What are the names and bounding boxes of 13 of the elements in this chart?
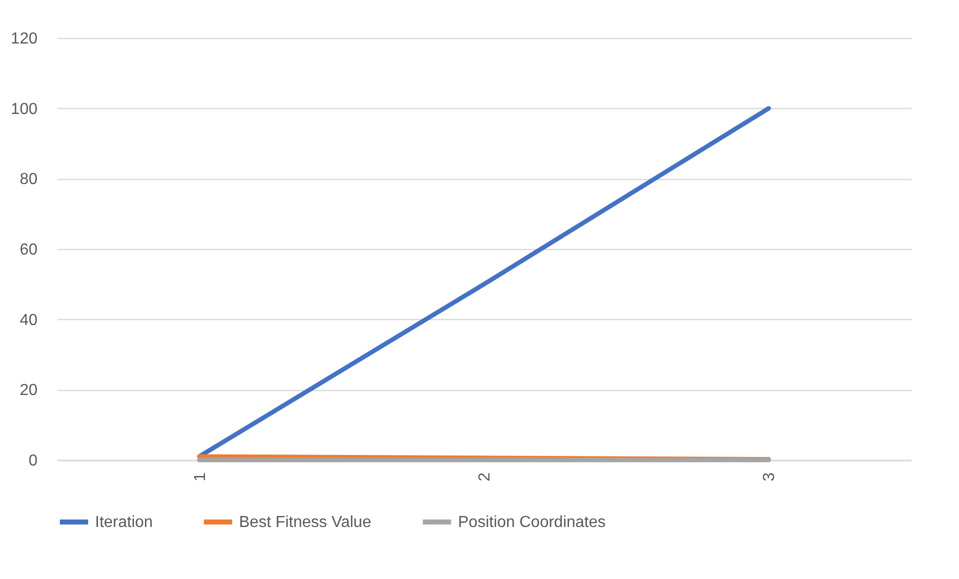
legend-label: Iteration <box>95 514 153 531</box>
legend-label: Best Fitness Value <box>239 514 372 531</box>
y-tick-label: 80 <box>20 171 38 188</box>
x-tick-label: 2 <box>476 472 494 482</box>
x-tick-label: 1 <box>192 472 209 482</box>
x-tick-label: 3 <box>761 472 778 482</box>
y-tick-label: 40 <box>20 312 38 329</box>
y-tick-label: 120 <box>10 30 38 48</box>
legend-label: Position Coordinates <box>458 514 606 531</box>
y-tick-label: 0 <box>28 452 38 470</box>
y-tick-label: 60 <box>20 242 38 258</box>
y-tick-label: 100 <box>10 100 38 118</box>
y-tick-label: 20 <box>20 382 38 400</box>
